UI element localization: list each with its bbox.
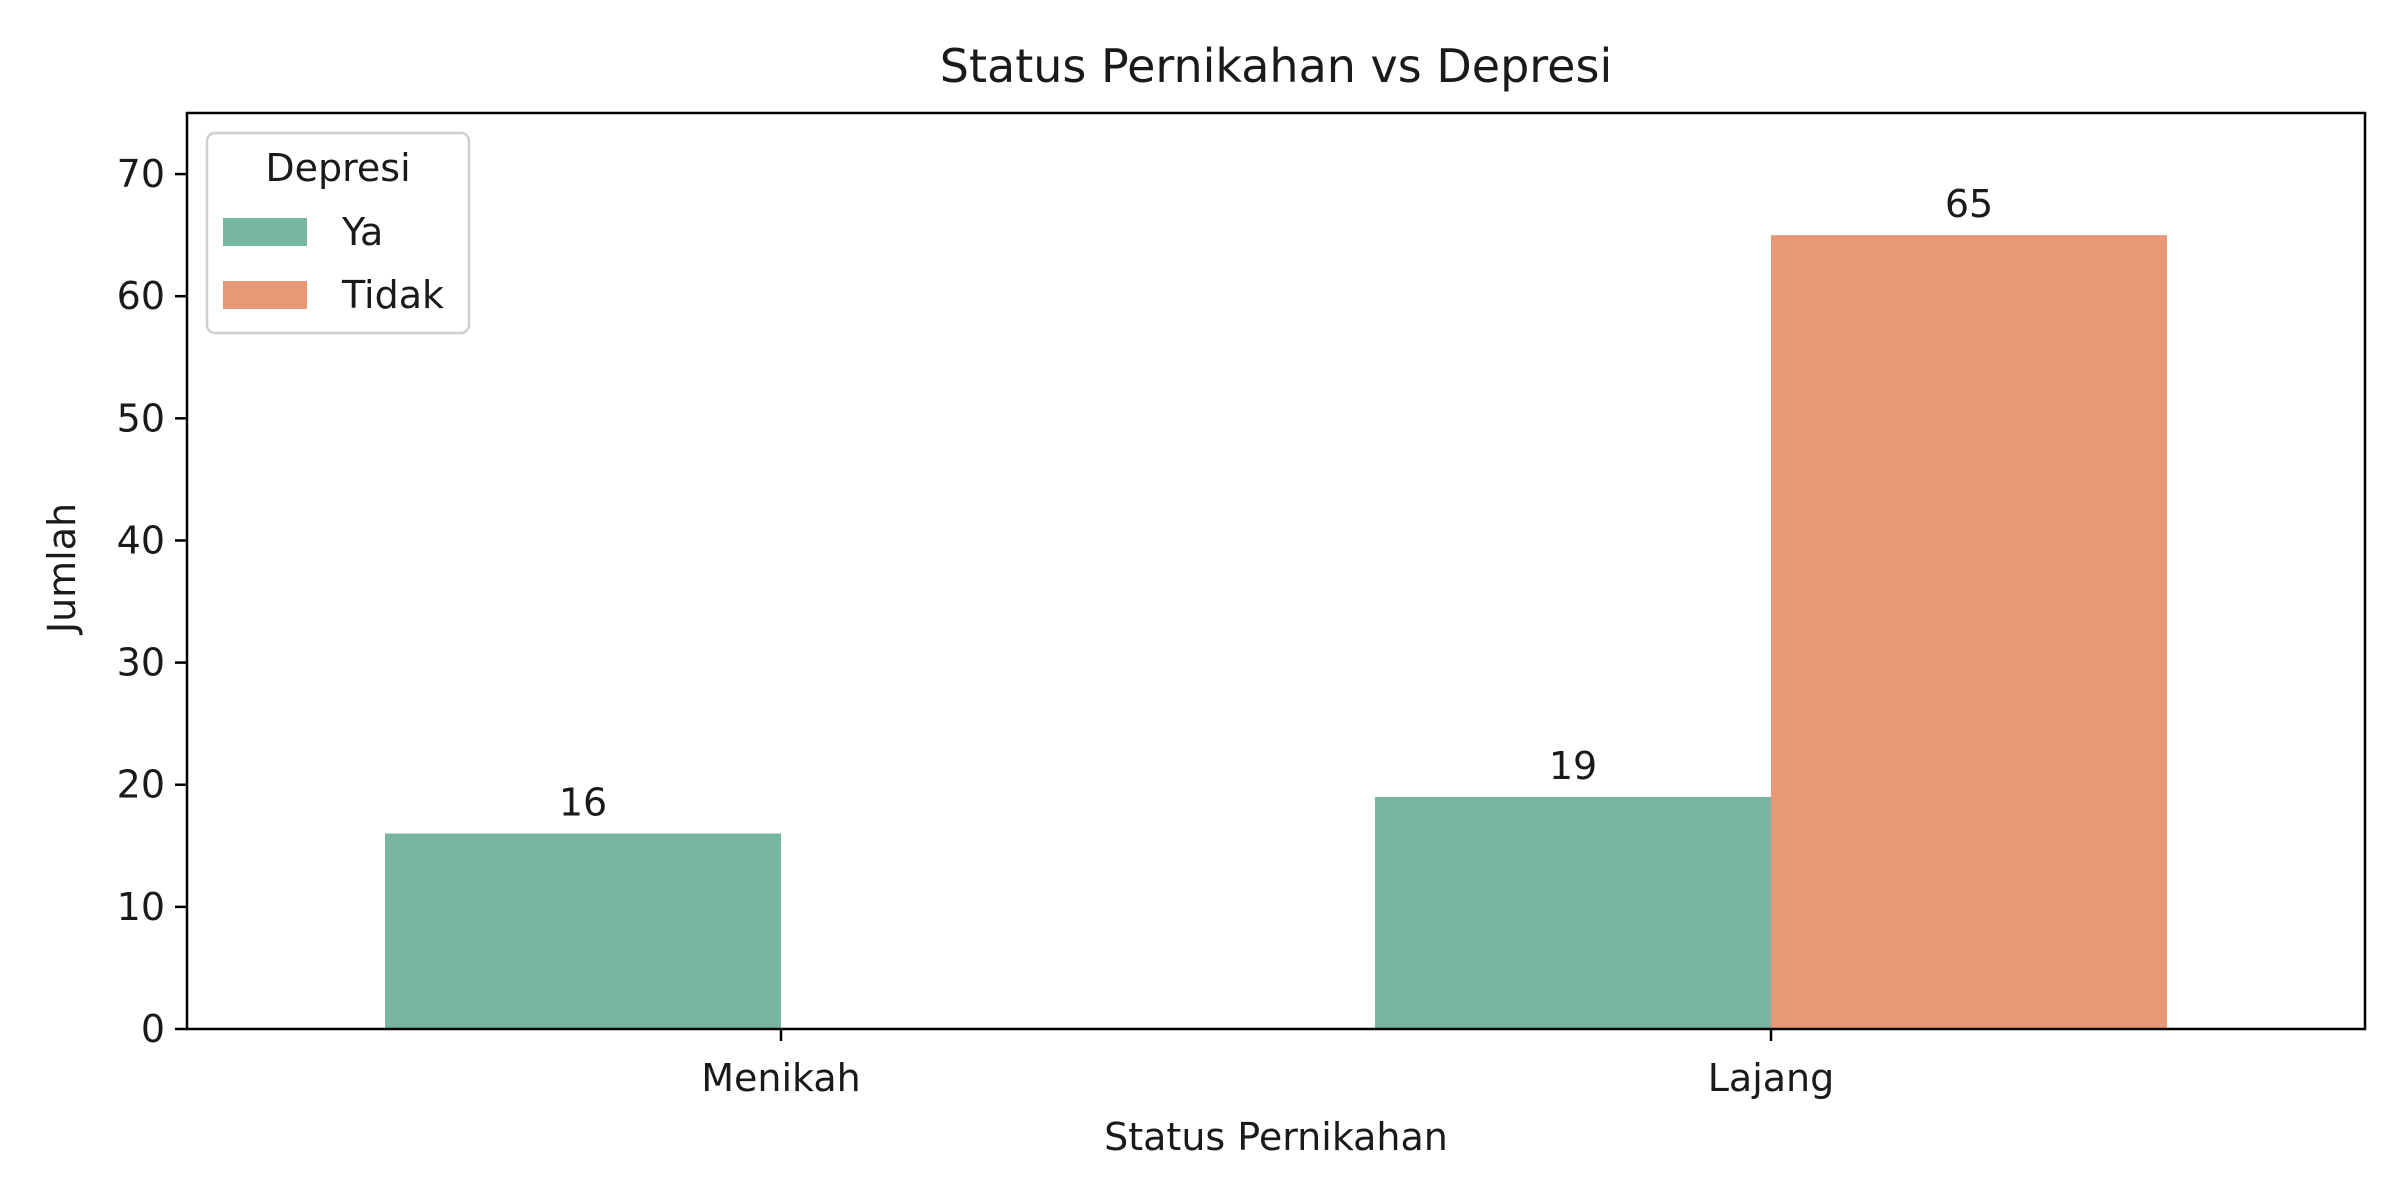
legend-swatch-tidak xyxy=(223,281,307,309)
y-tick-label: 30 xyxy=(117,641,165,685)
y-tick-label: 40 xyxy=(117,518,165,562)
legend-title: Depresi xyxy=(265,146,410,190)
chart-title: Status Pernikahan vs Depresi xyxy=(940,39,1612,93)
x-tick-label-lajang: Lajang xyxy=(1708,1056,1835,1100)
y-axis-label: Jumlah xyxy=(40,503,84,635)
bar-lajang-ya xyxy=(1375,796,1771,1029)
bars-layer xyxy=(385,235,2167,1030)
ticks-layer: 0 10 20 30 40 50 60 70 Menikah Lajang xyxy=(117,152,1835,1100)
bar-menikah-ya xyxy=(385,833,781,1029)
y-tick-label: 10 xyxy=(117,885,165,929)
x-tick-label-menikah: Menikah xyxy=(701,1056,861,1100)
x-axis-label: Status Pernikahan xyxy=(1104,1115,1448,1159)
y-tick-label: 70 xyxy=(117,152,165,196)
bar-lajang-tidak xyxy=(1771,235,2167,1030)
y-tick-label: 60 xyxy=(117,274,165,318)
data-label-menikah-ya: 16 xyxy=(559,781,607,825)
legend-label-ya: Ya xyxy=(341,210,383,254)
y-tick-label: 0 xyxy=(141,1007,165,1051)
legend: Depresi Ya Tidak xyxy=(205,131,471,335)
y-tick-label: 20 xyxy=(117,763,165,807)
y-tick-label: 50 xyxy=(117,396,165,440)
legend-label-tidak: Tidak xyxy=(341,273,444,317)
data-labels-layer: 16 19 65 xyxy=(559,182,1993,824)
legend-swatch-ya xyxy=(223,218,307,246)
data-label-lajang-ya: 19 xyxy=(1549,744,1597,788)
data-label-lajang-tidak: 65 xyxy=(1945,182,1993,226)
plot-frame xyxy=(185,111,2367,1031)
